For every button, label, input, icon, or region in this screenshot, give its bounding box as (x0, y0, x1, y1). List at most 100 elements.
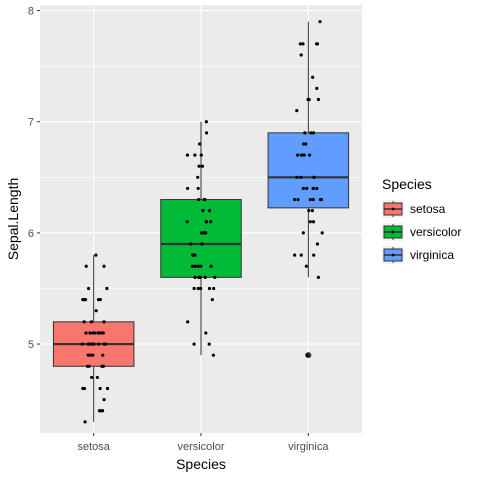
data-point (311, 197, 315, 202)
data-point (204, 131, 209, 135)
legend-label: setosa (410, 202, 446, 216)
data-point (198, 275, 203, 279)
data-point (292, 197, 297, 202)
data-point (311, 75, 315, 79)
data-point (84, 331, 88, 335)
data-point (295, 109, 299, 113)
data-point (199, 231, 204, 235)
data-point (89, 320, 94, 324)
x-tick-label: virginica (288, 441, 329, 453)
data-point (204, 220, 208, 224)
data-point (209, 220, 213, 224)
data-point (200, 242, 204, 246)
data-point (80, 342, 84, 346)
data-point (213, 275, 217, 279)
data-point (299, 253, 303, 257)
y-tick-label: 7 (28, 117, 34, 129)
data-point (320, 231, 324, 235)
data-point (193, 275, 197, 279)
data-point (304, 264, 308, 268)
data-point (202, 231, 206, 235)
data-point (98, 297, 102, 302)
data-point (86, 286, 91, 291)
data-point (308, 220, 312, 224)
data-point (95, 375, 99, 380)
data-point (197, 164, 201, 168)
data-point (189, 242, 193, 246)
data-point (310, 209, 315, 213)
data-point (196, 186, 200, 191)
data-point (319, 197, 324, 202)
data-point (302, 142, 306, 146)
data-point (301, 231, 305, 235)
data-point (295, 175, 299, 179)
data-point (210, 297, 214, 302)
data-point (311, 186, 316, 191)
data-point (309, 131, 313, 135)
legend-key-point (391, 253, 395, 257)
legend-label: versicolor (410, 225, 461, 239)
data-point (312, 175, 316, 179)
data-point (196, 264, 200, 268)
data-point (203, 197, 207, 202)
boxplot-virginica (267, 21, 350, 359)
data-point (312, 253, 316, 257)
data-point (196, 286, 200, 291)
data-point (207, 286, 212, 291)
data-point (311, 220, 316, 224)
data-point (90, 375, 94, 380)
data-point (311, 131, 316, 135)
data-point (308, 197, 312, 202)
data-point (97, 342, 101, 346)
jitter-points (80, 20, 324, 424)
data-point (199, 264, 203, 268)
data-point (83, 420, 87, 424)
data-point (305, 353, 309, 357)
data-point (103, 342, 107, 346)
data-point (190, 264, 194, 268)
data-point (299, 153, 304, 157)
data-point (209, 264, 213, 268)
data-point (203, 275, 207, 279)
data-point (303, 131, 307, 135)
x-axis-title: Species (176, 456, 226, 472)
data-point (91, 353, 95, 357)
data-point (98, 386, 102, 391)
data-point (105, 286, 109, 291)
data-point (197, 142, 202, 146)
legend-key-point (391, 207, 395, 211)
legend-title: Species (382, 176, 432, 192)
data-point (204, 331, 208, 335)
data-point (82, 320, 86, 324)
data-point (186, 186, 190, 191)
data-point (191, 253, 195, 257)
legend-item-versicolor: versicolor (382, 223, 461, 241)
legend-item-setosa: setosa (382, 200, 446, 218)
x-tick-label: setosa (77, 441, 110, 453)
data-point (201, 209, 205, 213)
legend-key-point (391, 230, 395, 234)
data-point (296, 153, 300, 157)
legend-label: virginica (410, 248, 454, 262)
data-point (192, 342, 196, 346)
data-point (200, 164, 205, 168)
data-point (97, 331, 101, 335)
data-point (82, 297, 87, 302)
data-point (93, 331, 97, 335)
legend: Species setosa versicolor virginica (382, 176, 461, 264)
data-point (298, 42, 302, 46)
data-point (316, 97, 321, 102)
data-point (86, 342, 90, 346)
data-point (211, 353, 215, 357)
data-point (305, 186, 309, 191)
data-point (204, 120, 208, 124)
data-point (299, 175, 303, 179)
box-iqr (160, 199, 242, 278)
data-point (318, 20, 322, 24)
data-point (90, 342, 94, 346)
data-point (212, 286, 216, 291)
data-point (207, 209, 212, 213)
data-point (101, 364, 105, 368)
data-point (94, 253, 98, 257)
